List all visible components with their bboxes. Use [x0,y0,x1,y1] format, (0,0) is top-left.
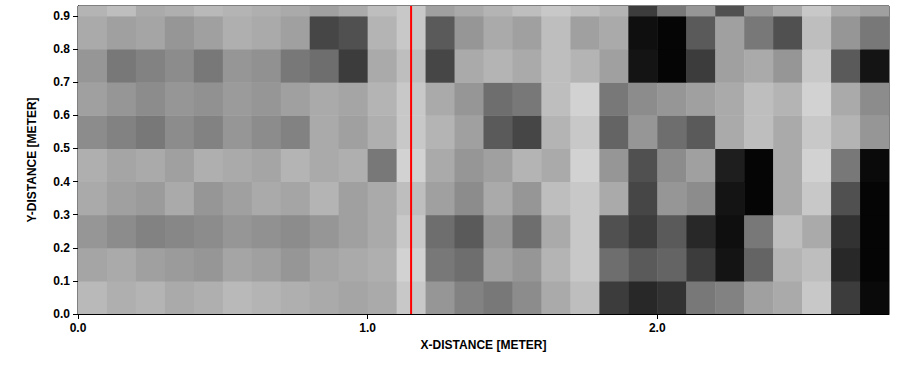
svg-text:0.4: 0.4 [53,175,70,189]
svg-text:2.0: 2.0 [649,321,666,335]
svg-text:1.0: 1.0 [359,321,376,335]
svg-text:0.0: 0.0 [53,307,70,321]
svg-text:0.3: 0.3 [53,208,70,222]
svg-text:Y-DISTANCE [METER]: Y-DISTANCE [METER] [25,97,39,222]
svg-text:0.2: 0.2 [53,241,70,255]
svg-text:0.7: 0.7 [53,75,70,89]
svg-text:0.6: 0.6 [53,108,70,122]
svg-text:0.8: 0.8 [53,42,70,56]
svg-text:X-DISTANCE [METER]: X-DISTANCE [METER] [421,338,547,352]
svg-text:0.9: 0.9 [53,9,70,23]
svg-text:0.5: 0.5 [53,141,70,155]
svg-text:0.0: 0.0 [70,321,87,335]
svg-text:0.1: 0.1 [53,274,70,288]
